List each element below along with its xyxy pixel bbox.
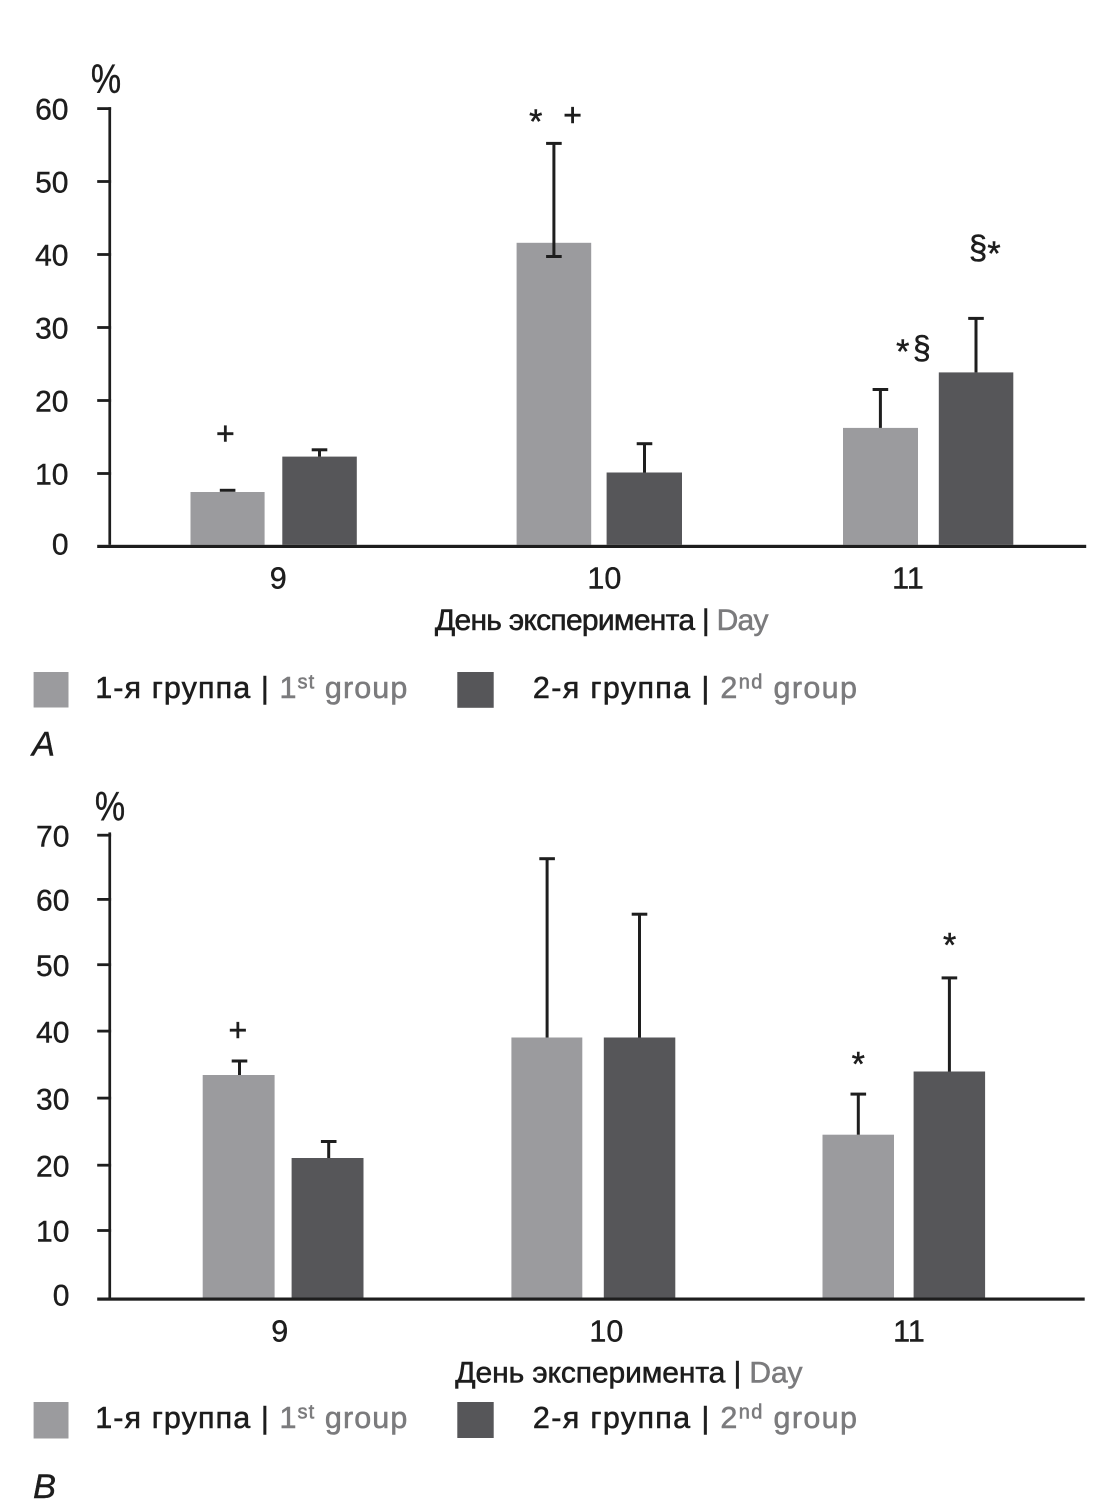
- svg-text:+: +: [229, 1012, 248, 1048]
- svg-text:1-я группа | 1st group: 1-я группа | 1st group: [95, 671, 408, 705]
- svg-text:§: §: [913, 330, 931, 366]
- svg-text:+: +: [216, 416, 235, 452]
- svg-text:40: 40: [36, 1016, 69, 1049]
- svg-text:1-я группа | 1st group: 1-я группа | 1st group: [95, 1401, 408, 1435]
- svg-text:50: 50: [35, 167, 68, 200]
- svg-text:День эксперимента | Day: День эксперимента | Day: [435, 604, 769, 637]
- svg-text:B: B: [33, 1468, 56, 1500]
- svg-text:День эксперимента | Day: День эксперимента | Day: [455, 1357, 802, 1390]
- svg-text:11: 11: [893, 1314, 925, 1348]
- svg-text:+: +: [563, 97, 582, 133]
- svg-text:50: 50: [36, 950, 69, 983]
- svg-text:30: 30: [36, 1083, 69, 1116]
- svg-text:0: 0: [52, 529, 69, 562]
- svg-text:60: 60: [36, 885, 69, 918]
- svg-text:9: 9: [270, 562, 287, 596]
- svg-text:§: §: [969, 229, 987, 266]
- svg-text:%: %: [95, 784, 125, 830]
- svg-text:*: *: [943, 927, 956, 965]
- svg-text:30: 30: [35, 313, 68, 346]
- svg-text:2-я группа | 2nd group: 2-я группа | 2nd group: [533, 1401, 858, 1435]
- svg-text:10: 10: [587, 562, 621, 596]
- svg-text:A: A: [30, 725, 55, 763]
- svg-text:%: %: [91, 56, 121, 102]
- svg-text:70: 70: [36, 820, 69, 853]
- svg-text:60: 60: [35, 94, 68, 127]
- svg-text:*: *: [852, 1046, 865, 1084]
- svg-text:11: 11: [892, 562, 924, 596]
- svg-text:*: *: [987, 235, 1000, 273]
- svg-text:20: 20: [35, 386, 68, 419]
- svg-text:2-я группа | 2nd group: 2-я группа | 2nd group: [533, 671, 858, 705]
- svg-text:20: 20: [36, 1150, 69, 1183]
- svg-text:9: 9: [271, 1314, 288, 1348]
- svg-text:*: *: [896, 333, 909, 371]
- svg-text:10: 10: [589, 1314, 623, 1348]
- svg-text:40: 40: [35, 240, 68, 273]
- svg-text:10: 10: [35, 459, 68, 492]
- svg-text:0: 0: [53, 1280, 70, 1313]
- svg-text:10: 10: [36, 1216, 69, 1249]
- svg-text:*: *: [529, 103, 542, 141]
